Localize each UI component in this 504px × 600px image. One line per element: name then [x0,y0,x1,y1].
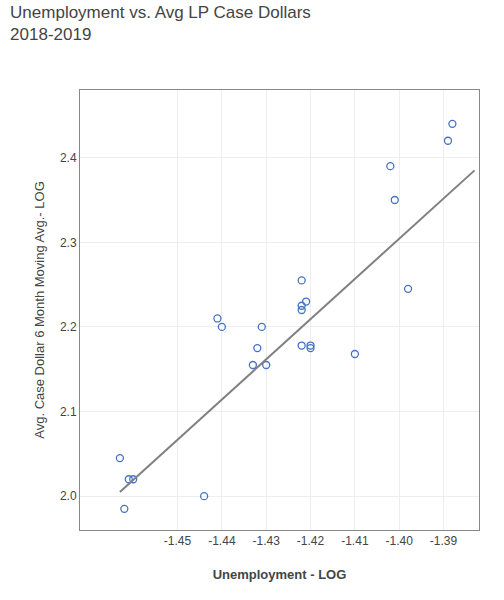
svg-text:2.3: 2.3 [60,236,77,250]
svg-text:2.1: 2.1 [60,405,77,419]
svg-text:-1.42: -1.42 [297,534,325,548]
svg-text:2.0: 2.0 [60,489,77,503]
svg-text:-1.40: -1.40 [386,534,414,548]
svg-text:-1.44: -1.44 [208,534,236,548]
svg-text:-1.45: -1.45 [164,534,192,548]
svg-text:-1.43: -1.43 [253,534,281,548]
svg-text:Unemployment - LOG: Unemployment - LOG [213,567,347,582]
svg-text:-1.41: -1.41 [341,534,369,548]
svg-text:-1.39: -1.39 [430,534,458,548]
svg-text:2.2: 2.2 [60,320,77,334]
svg-text:2.4: 2.4 [60,151,77,165]
svg-text:Avg. Case Dollar 6 Month Movin: Avg. Case Dollar 6 Month Moving Avg.- LO… [32,181,47,438]
svg-text:Unemployment vs. Avg LP Case D: Unemployment vs. Avg LP Case Dollars2018… [10,3,311,44]
